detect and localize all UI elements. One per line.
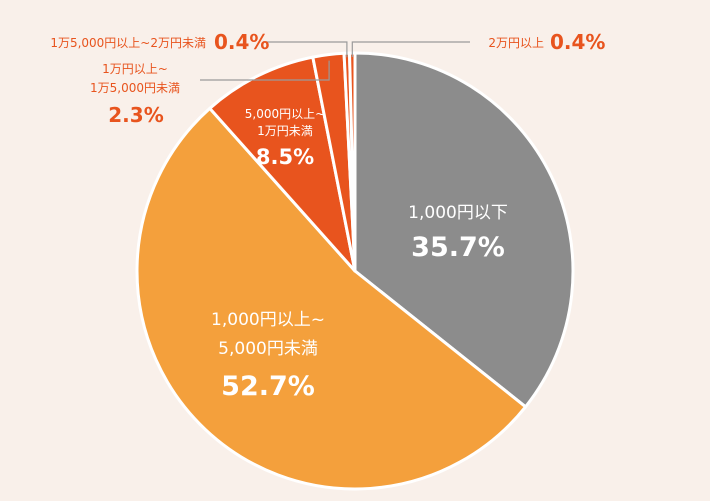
slice-value-5000-10000: 8.5%: [256, 145, 314, 169]
slice-label-5000-10000-line1: 5,000円以上~: [245, 107, 325, 121]
slice-label-10000-15000-line1: 1万円以上~: [102, 62, 168, 76]
slice-label-10000-15000-line2: 1万5,000円未満: [90, 81, 180, 95]
slice-value-1000-5000: 52.7%: [221, 371, 315, 402]
slice-label-1000-5000-line2: 5,000円未満: [218, 339, 318, 359]
slice-label-15000-20000: 1万5,000円以上~2万円未満: [50, 36, 206, 50]
slice-label-1000-below: 1,000円以下: [408, 203, 508, 223]
leader-line-20000-above: [351, 41, 470, 57]
pie-slices: [135, 51, 575, 491]
slice-value-10000-15000: 2.3%: [108, 103, 163, 127]
slice-labels: 1,000円以下 35.7% 1,000円以上~ 5,000円未満 52.7% …: [50, 30, 605, 402]
leader-line-15000-20000: [266, 41, 348, 58]
slice-value-20000-above: 0.4%: [550, 30, 605, 54]
slice-value-1000-below: 35.7%: [411, 232, 505, 263]
slice-1000-below: [353, 51, 575, 409]
slice-label-1000-5000-line1: 1,000円以上~: [211, 310, 325, 330]
slice-5000-10000: [208, 55, 357, 273]
slice-1000-5000: [135, 106, 528, 491]
slice-value-15000-20000: 0.4%: [214, 30, 269, 54]
slice-label-20000-above: 2万円以上: [488, 36, 544, 50]
slice-label-5000-10000-line2: 1万円未満: [257, 124, 313, 138]
leader-lines: [200, 41, 470, 81]
leader-line-10000-15000: [200, 60, 330, 81]
